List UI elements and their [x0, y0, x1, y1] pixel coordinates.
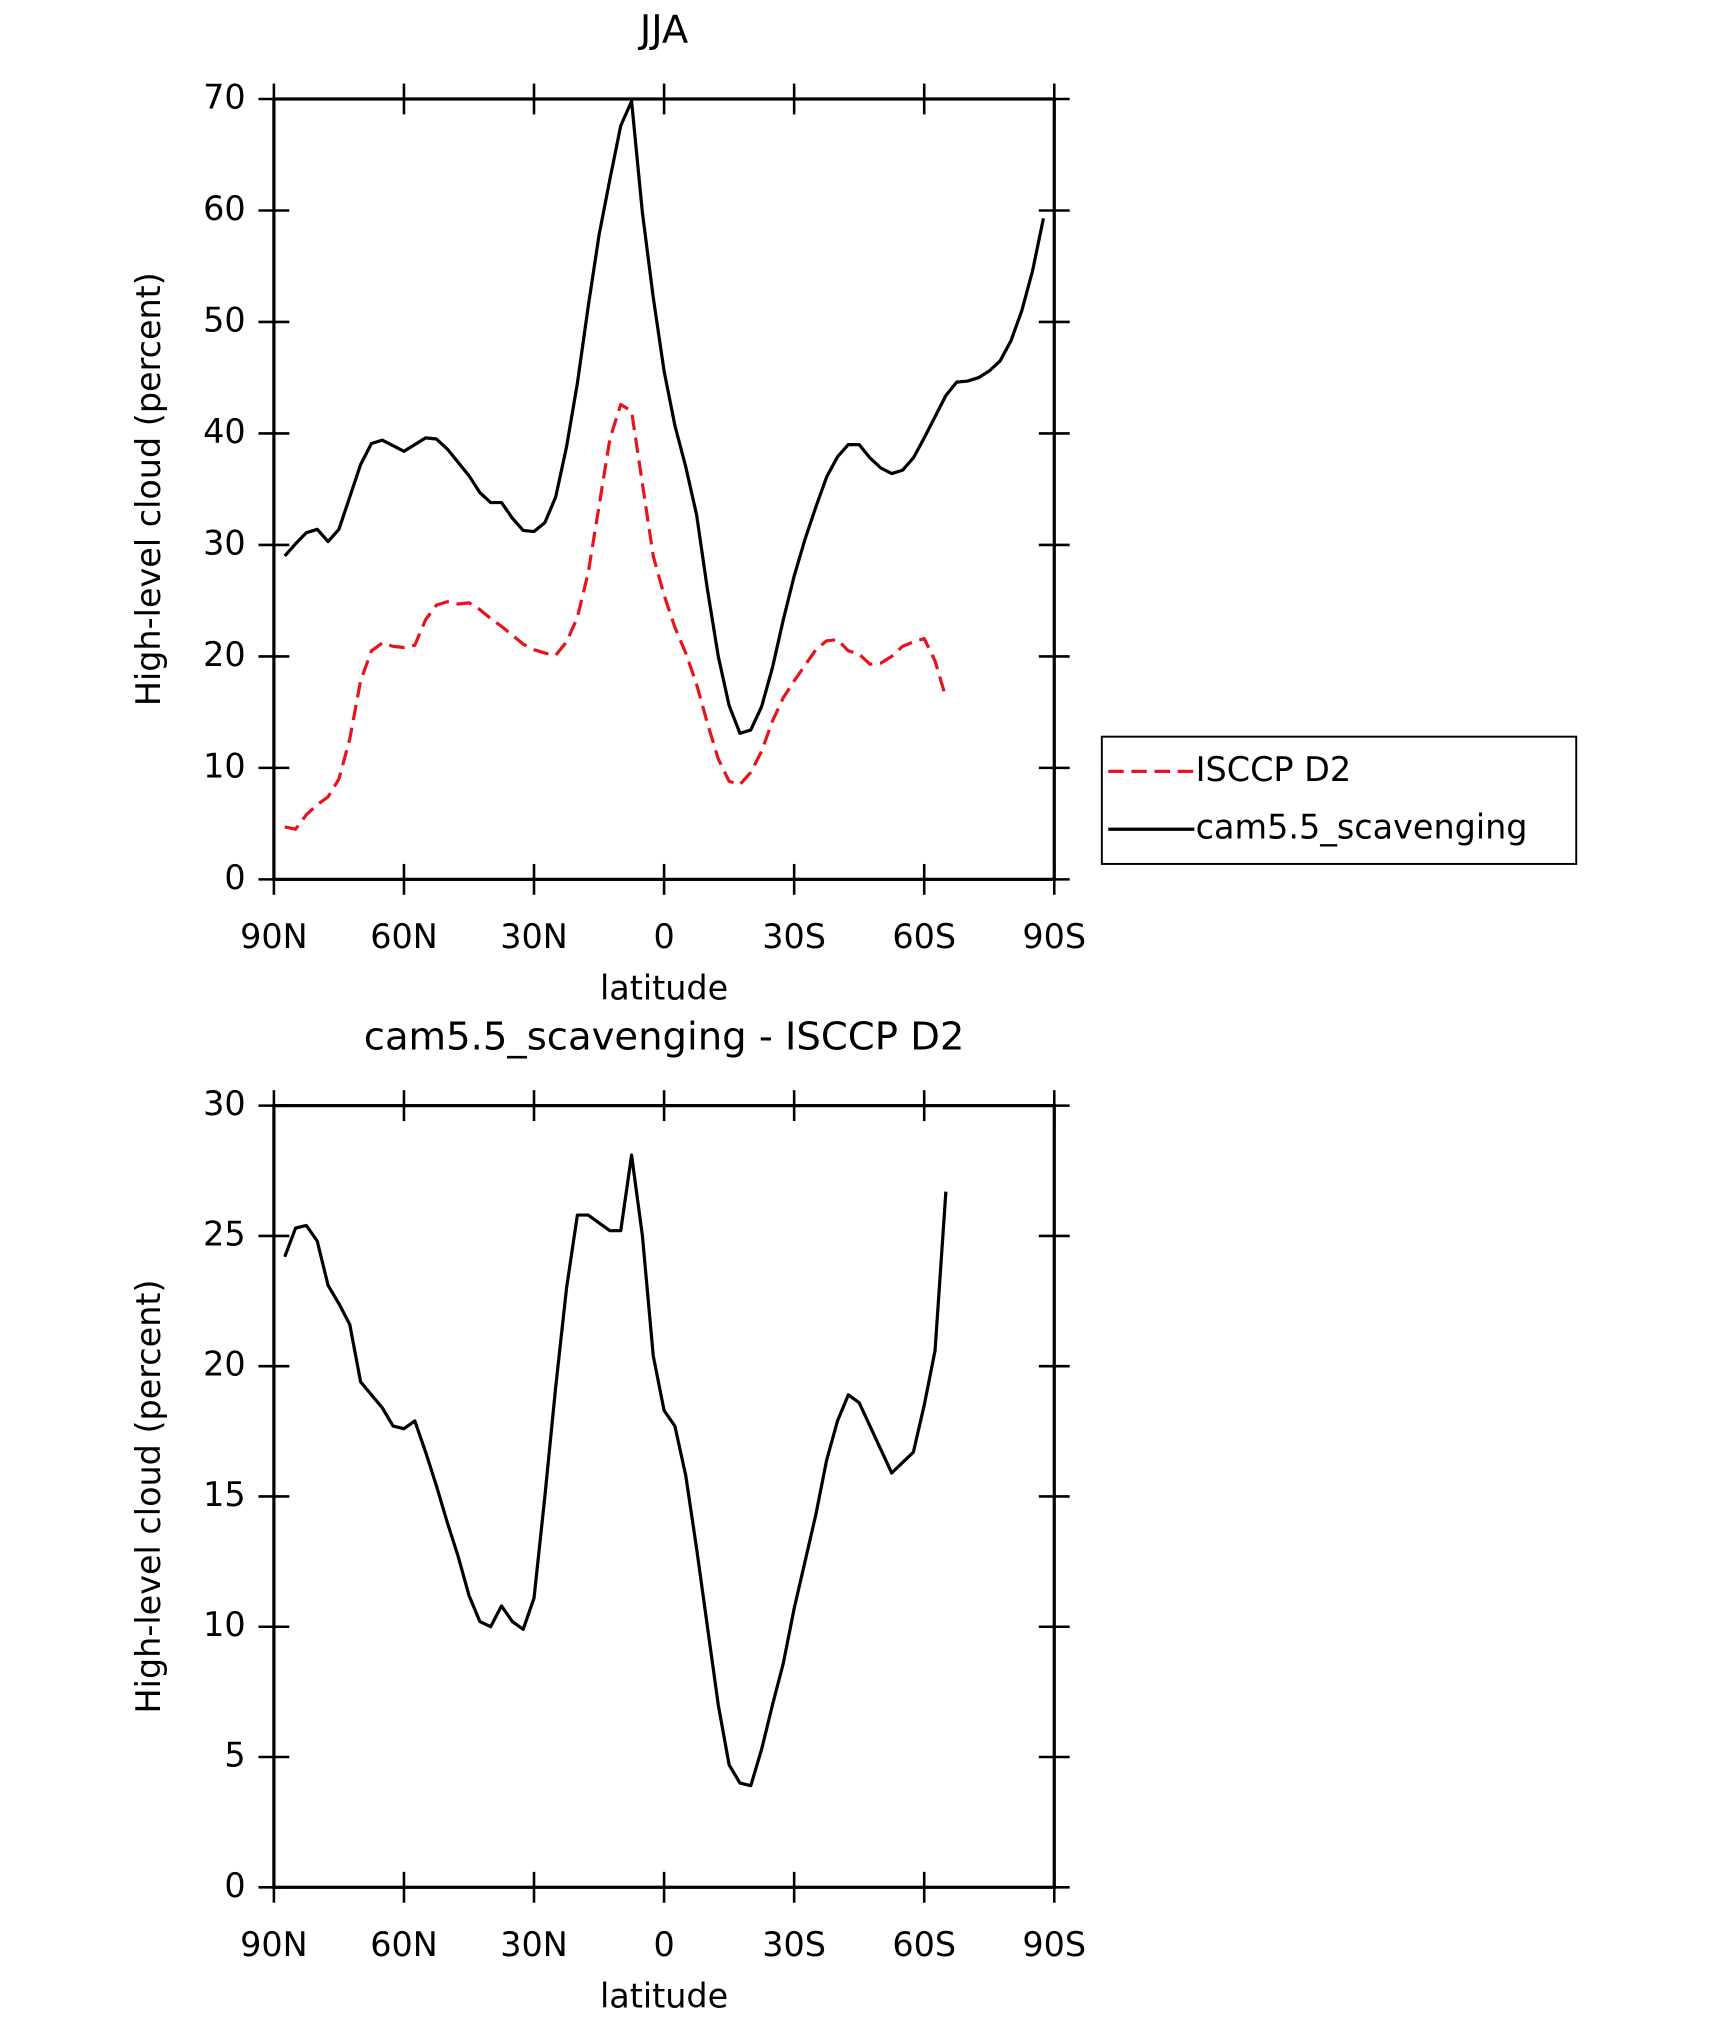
x-tick-label: 90S [1022, 1925, 1086, 1964]
y-tick-label: 20 [203, 1345, 246, 1384]
x-tick-label: 30S [762, 917, 826, 956]
y-tick-label: 70 [203, 77, 246, 116]
y-tick-label: 50 [203, 300, 246, 339]
x-tick-label: 60N [370, 1925, 438, 1964]
y-tick-label: 30 [203, 1084, 246, 1123]
legend-label: ISCCP D2 [1196, 750, 1351, 789]
series-line [283, 1153, 948, 1788]
x-tick-label: 90N [240, 917, 308, 956]
x-tick-label: 60S [892, 1925, 956, 1964]
y-tick-label: 40 [203, 412, 246, 451]
x-tick-label: 60N [370, 917, 438, 956]
y-axis-label: High-level cloud (percent) [129, 272, 168, 706]
y-tick-label: 20 [203, 635, 246, 674]
x-tick-label: 60S [892, 917, 956, 956]
series-line [283, 99, 1046, 735]
x-tick-label: 90N [240, 1925, 308, 1964]
y-tick-label: 10 [203, 1605, 246, 1644]
x-tick-label: 30N [500, 917, 568, 956]
plot-frame [272, 1104, 1056, 1889]
x-tick-label: 30S [762, 1925, 826, 1964]
x-tick-label: 0 [653, 917, 674, 956]
legend-label: cam5.5_scavenging [1196, 808, 1528, 847]
legend-box [1100, 735, 1578, 865]
x-axis-label: latitude [600, 1976, 728, 2015]
chart-title: cam5.5_scavenging - ISCCP D2 [364, 1014, 965, 1059]
y-tick-label: 25 [203, 1214, 246, 1253]
chart-title: JJA [638, 8, 689, 53]
y-tick-label: 30 [203, 523, 246, 562]
y-tick-label: 5 [224, 1736, 245, 1775]
x-tick-label: 90S [1022, 917, 1086, 956]
x-tick-label: 0 [653, 1925, 674, 1964]
x-tick-label: 30N [500, 1925, 568, 1964]
x-axis-label: latitude [600, 968, 728, 1007]
y-tick-label: 0 [224, 1866, 245, 1905]
y-axis-label: High-level cloud (percent) [129, 1279, 168, 1713]
y-tick-label: 0 [224, 858, 245, 897]
y-tick-label: 60 [203, 189, 246, 228]
y-tick-label: 15 [203, 1475, 246, 1514]
series-line [284, 402, 948, 831]
plot-frame [272, 97, 1056, 881]
y-tick-label: 10 [203, 746, 246, 785]
